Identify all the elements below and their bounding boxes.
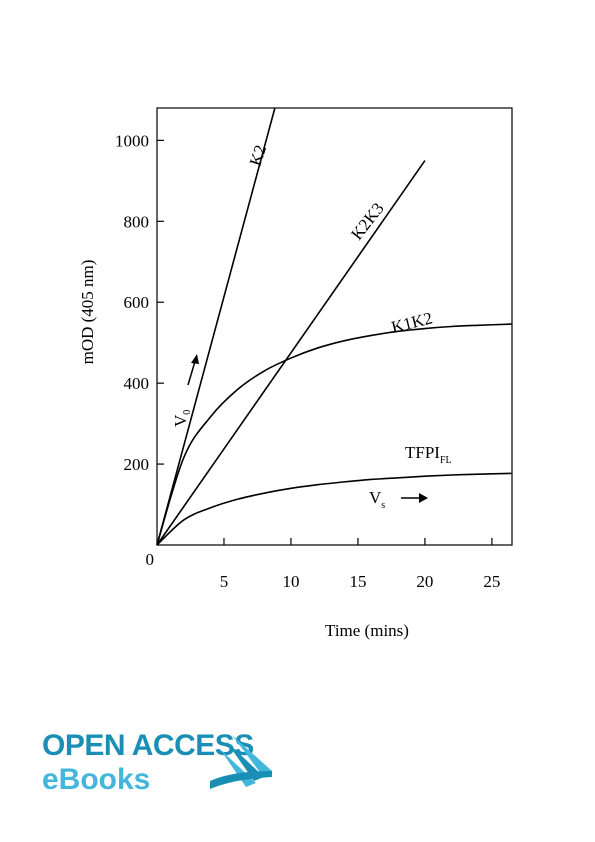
y-tick-label: 200 — [124, 455, 150, 474]
y-tick-label: 1000 — [115, 131, 149, 150]
x-tick-label: 15 — [349, 572, 366, 591]
series-line-tfpi — [156, 472, 513, 546]
annotation-v0: V0 — [171, 410, 193, 427]
x-tick-label: 10 — [282, 572, 299, 591]
annotation-vs: Vs — [369, 488, 385, 511]
series-label-k1k2: K1K2 — [389, 308, 434, 336]
y-axis-title: mOD (405 nm) — [78, 260, 97, 365]
series-label-k2k3: K2K3 — [347, 199, 388, 243]
series-line-k1k2 — [156, 323, 513, 546]
y-tick-label: 600 — [124, 293, 150, 312]
logo-text-ebooks: eBooks — [42, 763, 151, 796]
book-pages-icon — [210, 735, 272, 789]
logo-text-open-access: OPEN ACCESS — [42, 729, 254, 762]
x-tick-label: 25 — [483, 572, 500, 591]
axis-ticks: 5 10 15 20 25 0 200 400 600 800 1000 — [115, 131, 500, 591]
x-tick-label: 20 — [416, 572, 433, 591]
annotation-vs-arrow — [401, 493, 428, 503]
annotation-v0-arrow — [187, 354, 199, 386]
y-tick-label: 0 — [146, 550, 155, 569]
series-line-k2k3 — [156, 160, 426, 546]
series-group — [156, 107, 513, 546]
open-access-ebooks-logo: OPEN ACCESS eBooks — [42, 729, 282, 799]
x-axis-title: Time (mins) — [325, 621, 409, 640]
series-label-tfpi: TFPIFL — [405, 443, 452, 466]
y-tick-label: 800 — [124, 212, 150, 231]
x-tick-label: 5 — [220, 572, 229, 591]
series-label-k2: K2 — [246, 143, 270, 169]
series-line-k2 — [156, 107, 276, 546]
y-tick-label: 400 — [124, 374, 150, 393]
plot-frame — [156, 107, 513, 546]
